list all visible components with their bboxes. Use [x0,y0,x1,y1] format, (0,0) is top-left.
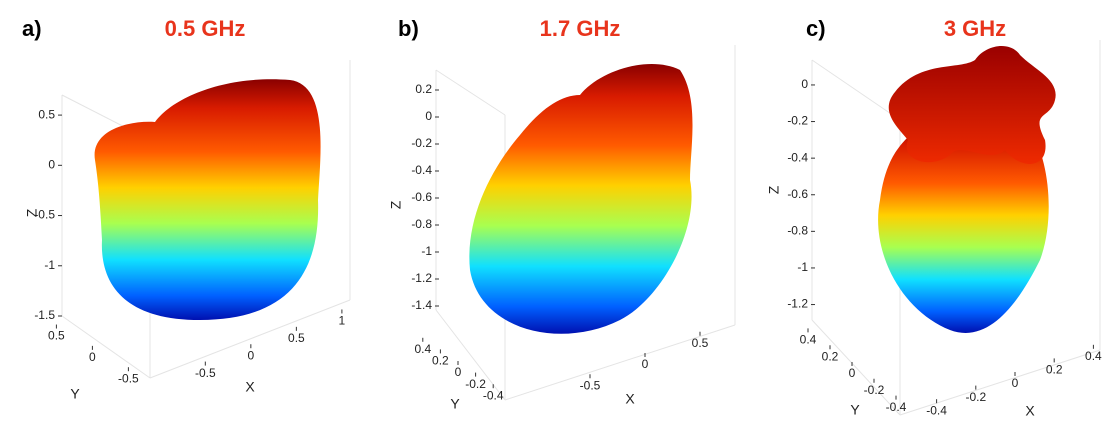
z-tick-label: -0.2 [411,136,432,150]
y-tick-label: -0.4 [483,388,504,402]
x-tick-label: 0.2 [1046,363,1063,377]
z-tick-label: 0 [48,157,55,171]
z-tick-label: -1 [44,258,55,272]
surface [94,79,321,320]
z-tick-label: 0.2 [415,82,432,96]
panel-label: a) [22,16,42,41]
panel-label: b) [398,16,419,41]
y-tick-label: 0.2 [822,349,839,363]
chart-title: 0.5 GHz [165,16,246,41]
chart-title: 1.7 GHz [540,16,621,41]
x-tick-label: 0 [642,357,649,371]
panel-label: c) [806,16,826,41]
y-tick-label: -0.2 [465,377,486,391]
y-tick-label: 0 [89,350,96,364]
y-tick-label: -0.5 [118,371,139,385]
z-tick-label: -1.2 [411,271,432,285]
surface [469,64,693,334]
x-axis-label: X [1025,403,1035,419]
y-tick-label: -0.4 [886,400,907,414]
y-axis-label: Y [450,396,460,412]
z-tick-label: -0.2 [787,114,808,128]
x-tick-label: 0.5 [692,336,709,350]
z-tick-label: -0.6 [411,190,432,204]
x-axis-label: X [245,379,255,395]
z-tick-label: -0.4 [787,150,808,164]
y-axis-label: Y [70,386,80,402]
y-tick-label: 0.5 [48,329,65,343]
y-tick-label: -0.2 [864,383,885,397]
z-tick-label: 0.5 [38,107,55,121]
z-tick-label: -1 [797,260,808,274]
z-tick-label: -1 [421,244,432,258]
y-tick-label: 0 [849,366,856,380]
x-tick-label: -0.5 [195,366,216,380]
z-tick-label: -0.4 [411,163,432,177]
y-tick-label: 0.4 [414,342,431,356]
surface-lobes [888,45,1056,164]
x-tick-label: -0.4 [926,403,947,417]
x-tick-label: 0.4 [1085,349,1102,363]
x-tick-label: -0.2 [965,390,986,404]
y-tick-label: 0.2 [432,354,449,368]
x-axis-label: X [625,391,635,407]
z-tick-label: -1.4 [411,298,432,312]
z-tick-label: -0.8 [787,224,808,238]
z-axis-label: Z [388,200,404,209]
z-tick-label: -0.8 [411,217,432,231]
chart-title: 3 GHz [944,16,1006,41]
z-tick-label: 0 [425,109,432,123]
z-axis-label: Z [766,185,782,194]
x-tick-label: -0.5 [580,378,601,392]
x-tick-label: 0.5 [288,331,305,345]
y-tick-label: 0 [455,365,462,379]
z-tick-label: -0.6 [787,187,808,201]
surface [878,118,1049,333]
z-tick-label: -0.5 [34,208,55,222]
z-tick-label: 0 [801,77,808,91]
z-tick-label: -1.5 [34,308,55,322]
x-tick-label: 1 [339,314,346,328]
y-tick-label: 0.4 [800,333,817,347]
x-tick-label: 0 [1012,376,1019,390]
x-tick-label: 0 [247,348,254,362]
z-tick-label: -1.2 [787,297,808,311]
y-axis-label: Y [850,402,860,418]
z-axis-label: Z [24,208,40,217]
